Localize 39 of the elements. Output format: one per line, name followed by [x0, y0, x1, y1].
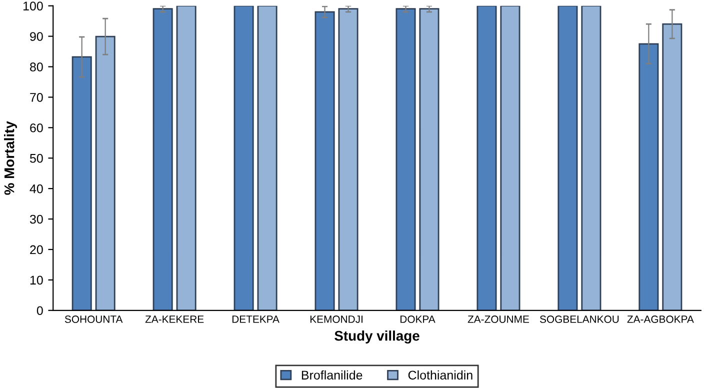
- y-tick-label: 100: [23, 2, 43, 10]
- bar: [95, 36, 116, 310]
- bar: [419, 8, 440, 310]
- x-axis-title: Study village: [334, 330, 420, 344]
- bar: [638, 43, 659, 310]
- x-tick-label: KEMONDJI: [310, 316, 362, 323]
- y-tick-label: 30: [30, 214, 43, 224]
- y-axis-title: % Mortality: [4, 121, 17, 195]
- bar: [152, 8, 173, 310]
- bar: [176, 6, 196, 310]
- x-tick-label: ZA-KEKERE: [145, 316, 204, 323]
- x-tick-label: DETEKPA: [232, 316, 280, 323]
- x-tick-label: DOKPA: [400, 316, 436, 323]
- bar: [234, 6, 254, 310]
- bar: [581, 6, 602, 310]
- x-tick-label: SOGBELANKOU: [540, 316, 619, 323]
- x-tick-label: ZA-ZOUNME: [468, 316, 529, 323]
- y-tick-label: 60: [30, 123, 43, 132]
- y-tick-label: 90: [30, 32, 43, 41]
- y-tick-label: 50: [30, 154, 43, 163]
- bar: [338, 8, 358, 310]
- y-tick-label: 40: [30, 184, 43, 194]
- bar: [72, 56, 92, 310]
- bar: [558, 6, 578, 310]
- y-tick-label: 0: [36, 306, 43, 316]
- bar: [476, 6, 497, 310]
- bar: [314, 11, 335, 310]
- y-tick-label: 70: [30, 92, 43, 102]
- legend-label: Clothianidin: [408, 370, 472, 380]
- y-tick-label: 80: [30, 62, 43, 72]
- x-tick-label: ZA-AGBOKPA: [627, 316, 694, 323]
- bar: [257, 6, 278, 310]
- x-tick-label: SOHOUNTA: [64, 316, 123, 323]
- bar: [396, 8, 416, 310]
- bar: [500, 6, 520, 310]
- bar: [662, 23, 682, 310]
- legend-label: Broflanilide: [302, 370, 362, 380]
- y-tick-label: 20: [30, 245, 43, 254]
- y-tick-label: 10: [30, 276, 43, 285]
